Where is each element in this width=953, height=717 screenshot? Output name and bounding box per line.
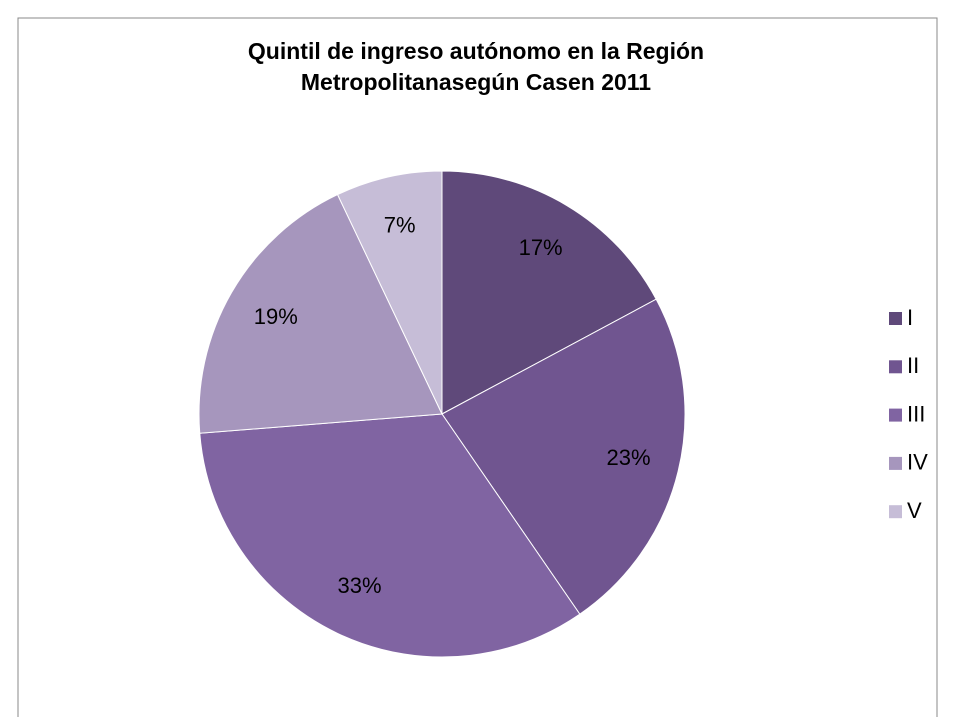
legend-swatch (889, 312, 902, 325)
legend-swatch (889, 456, 902, 470)
legend-label: I (907, 305, 913, 330)
pie-slice (198, 193, 443, 434)
legend-swatch (889, 505, 902, 519)
legend-swatch (889, 408, 902, 422)
pie-slice (336, 170, 443, 415)
legend-label: V (907, 498, 922, 523)
data-label: 17% (519, 235, 563, 260)
legend-label: IV (907, 450, 928, 475)
pie-slice (441, 170, 657, 415)
data-label: 19% (254, 304, 298, 329)
pie-slice (199, 413, 581, 658)
pie-slice (441, 298, 686, 615)
chart-border (17, 17, 938, 717)
data-label: 7% (384, 213, 416, 238)
chart-title: Quintil de ingreso autónomo en la Región… (247, 38, 705, 95)
legend-label: II (907, 353, 919, 378)
legend-label: III (907, 401, 925, 426)
data-label: 23% (607, 445, 651, 470)
data-label: 33% (337, 573, 381, 598)
legend-swatch (889, 360, 902, 374)
